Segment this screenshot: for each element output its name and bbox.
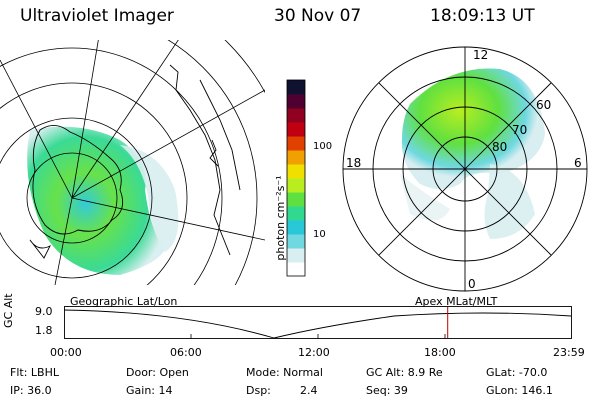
geographic-map xyxy=(0,40,265,285)
observation-time: 18:09:13 UT xyxy=(430,6,535,26)
timeline-left-label: Geographic Lat/Lon xyxy=(70,295,178,308)
status-glon: GLon: 146.1 xyxy=(486,384,553,397)
colorbar-segment xyxy=(287,248,305,263)
altitude-timeline xyxy=(64,306,572,339)
status-ip: IP: 36.0 xyxy=(10,384,52,397)
colorbar-segment xyxy=(287,206,305,221)
colorbar-segment xyxy=(287,262,305,277)
mlt-label-0: 0 xyxy=(468,277,476,291)
status-mode: Mode: Normal xyxy=(246,366,323,379)
aurora-region-geo xyxy=(27,126,166,276)
status-dsp-value: 2.4 xyxy=(300,384,318,397)
status-door: Door: Open xyxy=(126,366,189,379)
x-tick-1800: 18:00 xyxy=(424,346,456,359)
colorbar-segment xyxy=(287,122,305,137)
timeline-y-axis-label: GC Alt xyxy=(2,293,15,328)
mlt-label-18: 18 xyxy=(346,156,361,170)
colorbar-segment xyxy=(287,80,305,95)
colorbar-segment xyxy=(287,94,305,109)
x-tick-0000: 00:00 xyxy=(50,346,82,359)
colorbar-segment xyxy=(287,136,305,151)
colorbar-segment xyxy=(287,220,305,235)
colorbar-tick-100: 100 xyxy=(313,141,333,152)
status-filter: Flt: LBHL xyxy=(10,366,59,379)
mlt-label-6: 6 xyxy=(574,156,582,170)
lat-label-70: 70 xyxy=(512,123,527,137)
lat-label-80: 80 xyxy=(492,140,507,154)
status-dsp-label: Dsp: xyxy=(246,384,271,397)
timeline-right-label: Apex MLat/MLT xyxy=(415,295,498,308)
colorbar-unit-label: photon cm⁻²s⁻¹ xyxy=(274,175,287,260)
x-tick-0600: 06:00 xyxy=(170,346,202,359)
status-seq: Seq: 39 xyxy=(366,384,408,397)
instrument-title: Ultraviolet Imager xyxy=(20,6,174,26)
colorbar-segment xyxy=(287,234,305,249)
timeline-y-tick-low: 1.8 xyxy=(35,324,53,337)
timeline-y-tick-high: 9.0 xyxy=(35,305,53,318)
status-gain: Gain: 14 xyxy=(126,384,173,397)
observation-date: 30 Nov 07 xyxy=(274,6,362,26)
colorbar-segment xyxy=(287,192,305,207)
colorbar-segment xyxy=(287,164,305,179)
altitude-curve xyxy=(64,309,572,339)
colorbar-tick-10: 10 xyxy=(313,229,326,240)
colorbar-segment xyxy=(287,150,305,165)
mlt-label-12: 12 xyxy=(473,48,488,62)
colorbar-segment xyxy=(287,178,305,193)
colorbar-segment xyxy=(287,108,305,123)
lat-label-60: 60 xyxy=(536,98,551,112)
x-tick-2359: 23:59 xyxy=(553,346,585,359)
status-gc-alt: GC Alt: 8.9 Re xyxy=(366,366,443,379)
intensity-colorbar: photon cm⁻²s⁻¹ xyxy=(274,79,306,277)
status-glat: GLat: -70.0 xyxy=(486,366,548,379)
aurora-region-polar xyxy=(401,68,545,189)
polar-mlt-plot: 12 18 6 0 60 70 80 xyxy=(342,46,588,292)
x-tick-1200: 12:00 xyxy=(298,346,330,359)
